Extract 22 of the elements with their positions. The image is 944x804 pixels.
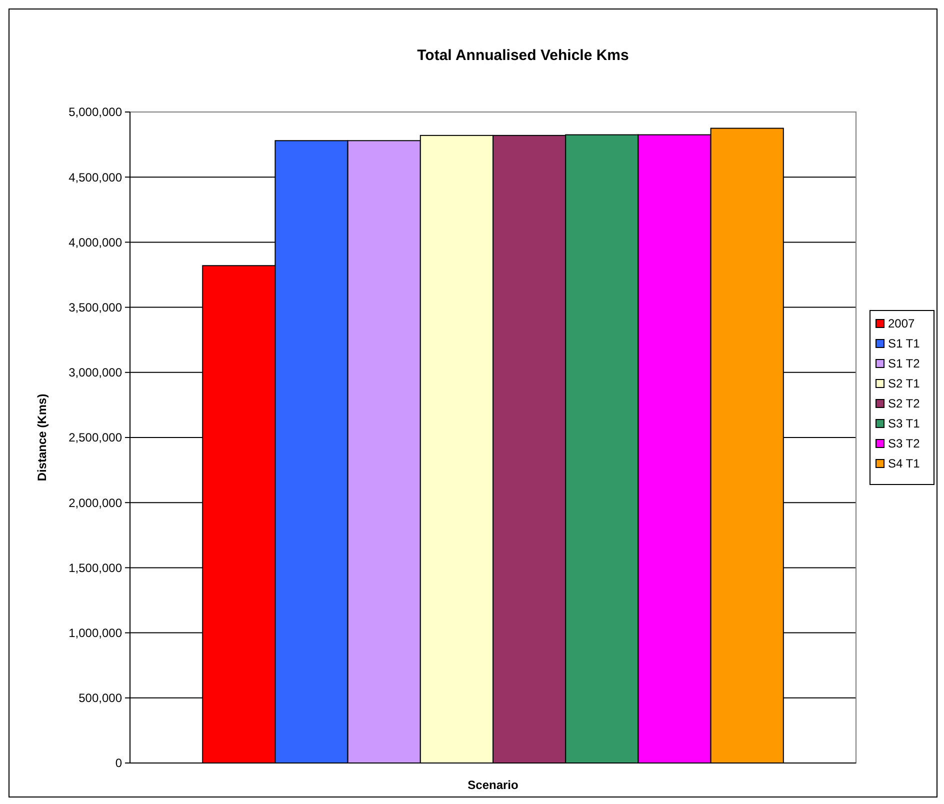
legend-label: S1 T1 xyxy=(888,336,920,351)
legend-label: 2007 xyxy=(888,316,916,331)
y-tick-label: 1,000,000 xyxy=(68,626,122,640)
y-tick-label: 3,500,000 xyxy=(68,300,122,314)
x-axis-title: Scenario xyxy=(468,778,518,792)
y-tick-label: 4,500,000 xyxy=(68,170,122,184)
y-axis-title: Distance (Kms) xyxy=(35,394,49,482)
legend-label: S1 T2 xyxy=(888,356,920,371)
legend-label: S4 T1 xyxy=(888,456,920,471)
y-tick-label: 2,500,000 xyxy=(68,430,122,445)
chart-title: Total Annualised Vehicle Kms xyxy=(417,47,629,64)
y-tick-label: 0 xyxy=(115,756,122,770)
y-tick-label: 4,000,000 xyxy=(68,235,122,250)
y-tick-label: 5,000,000 xyxy=(68,105,122,120)
y-tick-label: 3,000,000 xyxy=(68,366,122,380)
y-tick-label: 500,000 xyxy=(78,691,122,706)
y-tick-label: 1,500,000 xyxy=(68,560,122,575)
legend-label: S2 T2 xyxy=(888,396,920,411)
y-tick-label: 2,000,000 xyxy=(68,496,122,510)
legend-label: S3 T1 xyxy=(888,416,920,431)
legend-label: S2 T1 xyxy=(888,376,920,391)
legend-label: S3 T2 xyxy=(888,436,920,451)
